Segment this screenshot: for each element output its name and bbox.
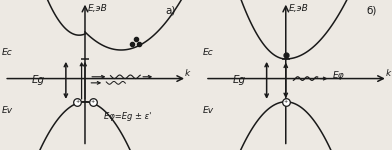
Text: Ev: Ev [2,106,13,115]
Text: k: k [185,69,190,78]
Text: Ec: Ec [2,48,13,57]
Text: Eg: Eg [32,75,45,85]
Text: Ev: Ev [203,106,214,115]
Text: Eφ=Eg ± ε': Eφ=Eg ± ε' [104,112,151,121]
Text: +: + [75,99,80,104]
Text: +: + [284,99,288,104]
Text: б): б) [367,5,377,15]
Text: +: + [91,99,95,104]
Text: k: k [386,69,391,78]
Text: Eg: Eg [232,75,245,85]
Text: Ec: Ec [203,48,214,57]
Text: E,эВ: E,эВ [88,4,108,13]
Text: а): а) [166,5,176,15]
Text: Eφ: Eφ [332,71,344,80]
Text: E,эВ: E,эВ [289,4,309,13]
